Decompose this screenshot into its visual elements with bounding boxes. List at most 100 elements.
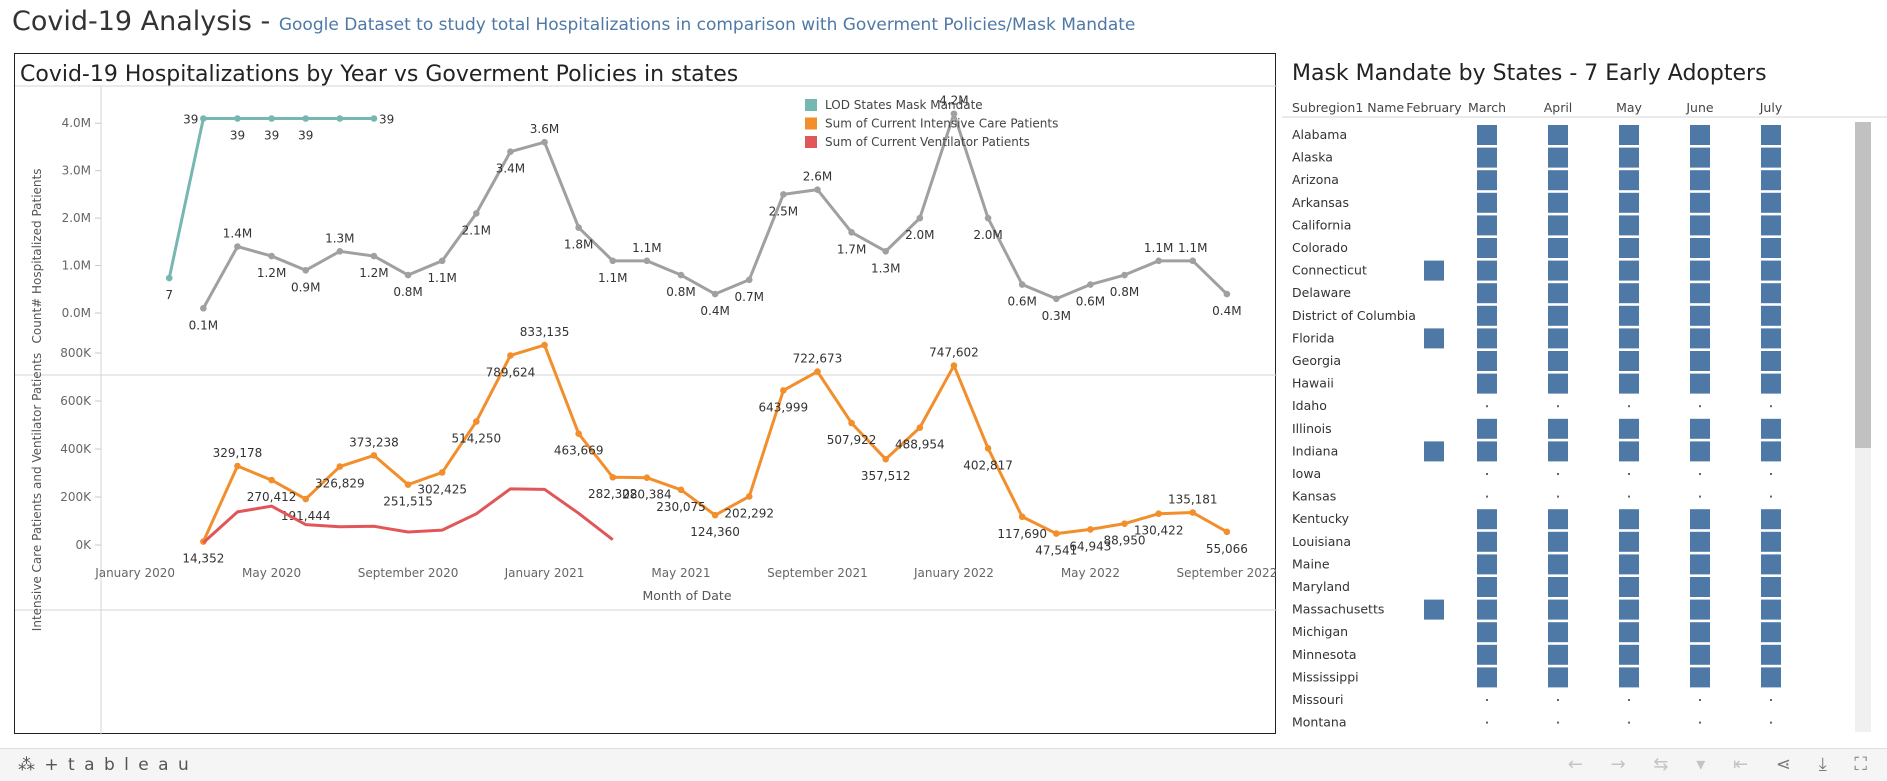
hospitalized-point xyxy=(848,229,855,236)
toolbar-icons: ← → ⇆ ▾ ⇤ ⋖ ⤓ ⛶ xyxy=(1546,754,1867,775)
mandate-mark xyxy=(1477,260,1497,281)
mandate-mark xyxy=(1690,599,1710,620)
mandate-mark xyxy=(1619,441,1639,462)
scrollbar-thumb[interactable] xyxy=(1855,122,1871,448)
mandate-mark xyxy=(1619,147,1639,168)
hospitalized-data-label: 1.3M xyxy=(325,231,354,245)
hospitalized-point xyxy=(438,257,446,265)
mandate-dot xyxy=(1699,699,1701,701)
legend-label: Sum of Current Intensive Care Patients xyxy=(825,117,1058,131)
mandate-mark xyxy=(1477,238,1497,258)
mandate-mark xyxy=(1477,509,1497,530)
mandate-mark xyxy=(1761,170,1781,191)
state-name: Idaho xyxy=(1292,398,1327,413)
mandate-dot xyxy=(1486,495,1488,498)
y-tick-label: 3.0M xyxy=(62,164,91,178)
hospitalized-data-label: 1.1M xyxy=(598,271,627,285)
hospitalized-point xyxy=(950,110,958,118)
icu-data-label: 463,669 xyxy=(554,444,604,458)
hospitalization-chart-panel[interactable]: Covid-19 Hospitalizations by Year vs Gov… xyxy=(14,53,1277,735)
state-name: Florida xyxy=(1292,330,1335,345)
hospitalized-data-label: 2.1M xyxy=(462,223,491,237)
hospitalized-data-label: 2.0M xyxy=(973,228,1002,242)
state-name: Indiana xyxy=(1292,443,1338,458)
icu-point xyxy=(1121,520,1128,527)
mandate-mark xyxy=(1619,554,1639,575)
download-icon[interactable]: ⤓ xyxy=(1818,754,1827,775)
mask-mandate-panel[interactable]: Mask Mandate by States - 7 Early Adopter… xyxy=(1282,53,1887,735)
state-name: Hawaii xyxy=(1292,376,1334,391)
icu-data-label: 373,238 xyxy=(349,435,399,449)
hospitalized-data-label: 3.4M xyxy=(496,162,525,176)
mandate-mark xyxy=(1619,260,1639,281)
hospitalized-line xyxy=(202,112,1228,309)
mandate-mark xyxy=(1619,215,1639,236)
icu-data-label: 514,250 xyxy=(451,432,501,446)
column-header-label: March xyxy=(1468,100,1506,115)
mask-mandate-data-label: 39 xyxy=(264,128,279,142)
mandate-mark xyxy=(1548,260,1568,281)
x-axis-title: Month of Date xyxy=(642,588,731,603)
mandate-mark xyxy=(1690,192,1710,213)
hospitalized-point xyxy=(711,290,719,298)
mandate-mark xyxy=(1548,531,1568,552)
first-icon[interactable]: ⇤ xyxy=(1733,754,1749,775)
mandate-mark xyxy=(1548,577,1568,597)
y-tick-label: 2.0M xyxy=(62,211,91,225)
mandate-mark xyxy=(1761,373,1781,394)
hospitalized-data-label: 2.6M xyxy=(803,170,832,184)
icu-data-label: 202,292 xyxy=(724,506,774,520)
mandate-mark xyxy=(1424,599,1444,620)
state-name: Alabama xyxy=(1292,127,1347,142)
mandate-mark xyxy=(1690,170,1710,191)
state-name: Illinois xyxy=(1292,421,1332,436)
hospitalization-charts[interactable]: Count# Hospitalized Patients 0.0M 1.0M 2.0M… xyxy=(15,54,1277,735)
hospitalized-point xyxy=(780,191,787,198)
hospitalized-point xyxy=(404,271,412,279)
x-tick-label: January 2021 xyxy=(504,566,585,580)
mask-mandate-point xyxy=(302,115,310,122)
mandate-mark xyxy=(1761,238,1781,258)
redo-icon[interactable]: → xyxy=(1610,754,1626,775)
mandate-mark xyxy=(1477,554,1497,575)
mask-mandate-data-label: 7 xyxy=(165,288,173,302)
state-name: Colorado xyxy=(1292,240,1348,255)
mandate-mark xyxy=(1548,215,1568,236)
mandate-mark xyxy=(1477,147,1497,168)
mandate-mark xyxy=(1477,215,1497,236)
hospitalized-data-label: 1.1M xyxy=(1144,241,1173,255)
state-name: District of Columbia xyxy=(1292,308,1416,323)
mandate-mark xyxy=(1548,125,1568,145)
undo-icon[interactable]: ← xyxy=(1567,754,1583,775)
revert-icon[interactable]: ⇆ xyxy=(1653,754,1669,775)
hospitalized-point xyxy=(643,257,651,265)
x-tick-label: September 2021 xyxy=(767,566,868,580)
icu-data-label: 14,352 xyxy=(182,552,224,566)
mandate-dot xyxy=(1628,699,1630,701)
x-tick-label: January 2022 xyxy=(913,566,994,580)
hospitalized-point xyxy=(677,271,685,279)
legend-label: LOD States Mask Mandate xyxy=(825,98,983,112)
mandate-mark xyxy=(1619,509,1639,530)
hospitalized-point xyxy=(507,148,514,155)
column-header-label: April xyxy=(1544,100,1573,115)
mask-mandate-table[interactable]: Subregion1 Name February March April May June… xyxy=(1282,53,1887,735)
icu-data-label: 117,690 xyxy=(997,527,1047,541)
hospitalized-point xyxy=(1155,257,1162,265)
mandate-mark xyxy=(1761,554,1781,575)
vertical-scrollbar[interactable] xyxy=(1855,122,1871,732)
dropdown-icon[interactable]: ▾ xyxy=(1696,754,1706,775)
fullscreen-icon[interactable]: ⛶ xyxy=(1854,754,1867,775)
icu-data-label: 329,178 xyxy=(213,446,263,460)
mandate-mark xyxy=(1548,305,1568,326)
hospitalized-data-label: 4.2M xyxy=(939,94,968,108)
share-icon[interactable]: ⋖ xyxy=(1775,754,1791,775)
tableau-logo[interactable]: ⁂ + t a b l e a u xyxy=(18,755,191,775)
icu-data-label: 47,541 xyxy=(1035,544,1077,558)
mandate-dot xyxy=(1628,495,1630,498)
mandate-dot xyxy=(1486,699,1488,701)
mandate-dot xyxy=(1699,495,1701,498)
state-name: Kansas xyxy=(1292,489,1336,504)
legend-swatch xyxy=(805,117,817,130)
mandate-mark xyxy=(1548,351,1568,371)
